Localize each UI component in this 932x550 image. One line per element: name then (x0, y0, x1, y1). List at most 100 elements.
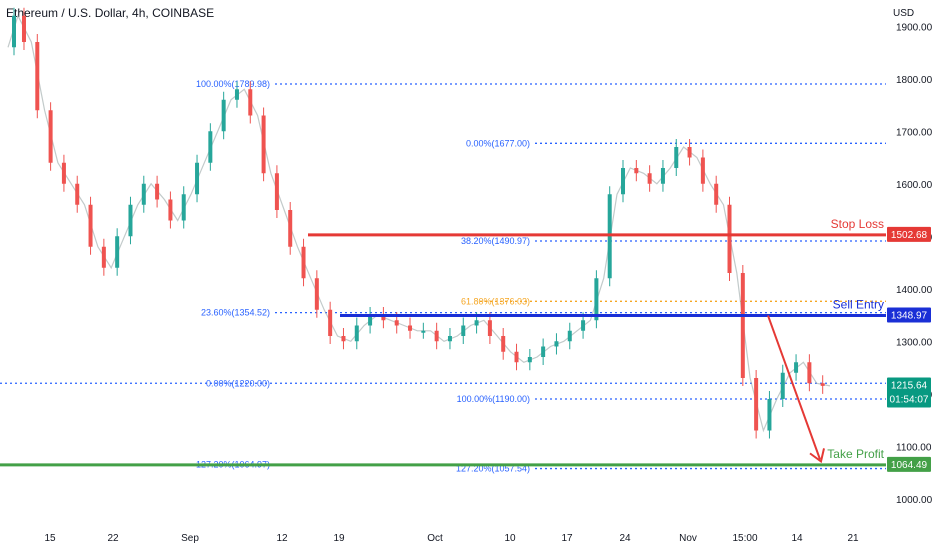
candle-body (700, 157, 705, 184)
candle-body (261, 115, 266, 174)
x-tick-label: 22 (107, 533, 119, 544)
candle-body (501, 336, 506, 352)
candle-body (780, 372, 785, 399)
x-tick-label: 15 (44, 533, 56, 544)
candle-body (421, 330, 426, 333)
x-tick-label: Sep (181, 533, 199, 544)
y-tick-label: 1900.00 (896, 22, 932, 33)
candle-body (754, 378, 759, 431)
candle-body (301, 246, 306, 279)
candle-body (354, 325, 359, 342)
candle-body (767, 399, 772, 431)
current-price-text: 1215.64 (891, 381, 928, 392)
level-label: Stop Loss (831, 217, 884, 231)
candle-body (647, 173, 652, 184)
candle-body (12, 15, 16, 48)
candle-body (155, 183, 160, 200)
candle-body (740, 273, 745, 378)
x-tick-label: 15:00 (732, 533, 757, 544)
candle-body (234, 89, 239, 100)
level-label: Sell Entry (833, 298, 884, 312)
currency-label: USD (893, 8, 914, 19)
candle-body (621, 168, 626, 195)
x-tick-label: 10 (504, 533, 516, 544)
x-tick-label: 19 (333, 533, 345, 544)
x-tick-label: 24 (619, 533, 631, 544)
candle-body (181, 194, 186, 221)
chart-title: Ethereum / U.S. Dollar, 4h, COINBASE (6, 6, 215, 20)
y-tick-label: 1000.00 (896, 495, 932, 506)
candle-body (208, 131, 213, 163)
x-tick-label: Nov (679, 533, 697, 544)
level-label: Take Profit (827, 447, 884, 461)
candle-body (674, 147, 679, 168)
candle-body (168, 199, 173, 221)
candle-body (394, 320, 399, 326)
price-badge (887, 456, 931, 472)
y-tick-label: 1100.00 (896, 442, 932, 453)
candle-body (128, 204, 133, 237)
price-badge-text: 1348.97 (891, 311, 928, 322)
x-tick-label: 17 (561, 533, 573, 544)
price-badge-text: 1502.68 (891, 230, 928, 241)
x-tick-label: 21 (847, 533, 859, 544)
candle-body (88, 204, 93, 247)
candle-body (541, 346, 546, 357)
candle-body (341, 336, 346, 342)
candle-body (807, 362, 812, 384)
candle-body (434, 330, 439, 342)
candle-body (115, 236, 120, 268)
y-tick-label: 1300.00 (896, 337, 932, 348)
candle-body (514, 351, 519, 363)
fib-level-label: 127.20%(1057.54) (456, 464, 530, 474)
fib-level-label: 0.00%(1677.00) (466, 138, 530, 148)
candle-body (447, 336, 452, 342)
x-tick-label: Oct (427, 533, 443, 544)
candle-body (408, 325, 413, 331)
candle-body (61, 162, 66, 184)
candle-body (314, 278, 319, 310)
candle-body (581, 320, 586, 331)
candle-body (820, 383, 825, 386)
candle-body (35, 42, 40, 111)
y-tick-label: 1400.00 (896, 285, 932, 296)
fib-level-label: 61.80%(1376.03) (461, 296, 530, 306)
candle-body (21, 15, 26, 42)
candle-body (794, 362, 799, 373)
candle-body (461, 325, 466, 336)
price-badge (887, 307, 931, 323)
countdown-text: 01:54:07 (890, 395, 929, 406)
candle-body (274, 173, 279, 210)
candle-body (660, 168, 665, 184)
candle-body (474, 320, 479, 326)
candle-body (195, 162, 200, 195)
candle-body (48, 110, 53, 163)
current-price-badge (887, 377, 931, 408)
candle-body (101, 246, 106, 268)
x-tick-label: 14 (791, 533, 803, 544)
candle-body (328, 309, 333, 336)
fib-level-label: 100.00%(1190.00) (457, 394, 530, 404)
candle-body (141, 183, 146, 205)
candle-body (554, 341, 559, 347)
candle-body (248, 89, 253, 116)
projection-arrowhead (809, 448, 825, 464)
candle-body (687, 147, 692, 158)
candle-body (75, 183, 80, 205)
candle-body (221, 99, 226, 132)
candle-body (594, 278, 599, 321)
candle-body (381, 315, 386, 321)
x-tick-label: 12 (276, 533, 288, 544)
candle-body (288, 210, 293, 247)
fib-level-label: 0.00%(1220.00) (206, 378, 270, 388)
fib-level-label: 38.20%(1490.97) (461, 236, 530, 246)
candle-body (714, 183, 719, 205)
y-tick-label: 1600.00 (896, 180, 932, 191)
y-tick-label: 1700.00 (896, 127, 932, 138)
candle-body (727, 204, 732, 273)
y-tick-label: 1800.00 (896, 75, 932, 86)
candle-body (634, 168, 639, 174)
price-badge-text: 1064.49 (891, 460, 928, 471)
